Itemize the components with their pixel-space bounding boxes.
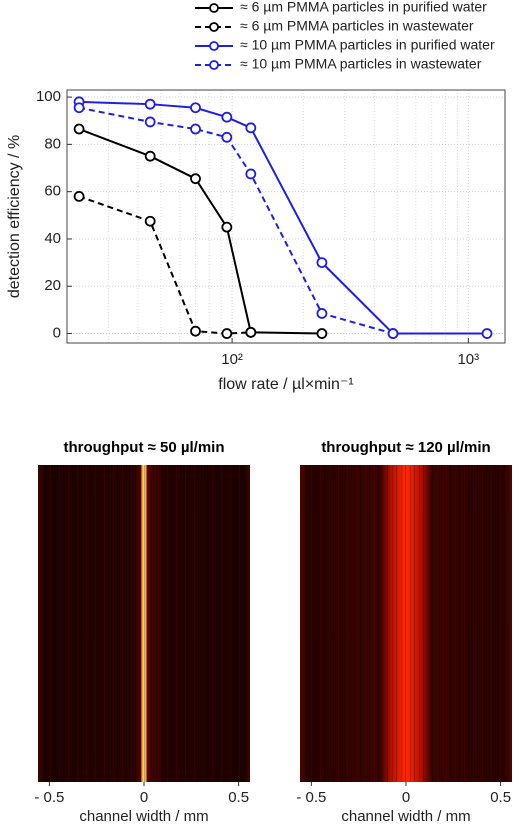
data-point (73, 191, 85, 202)
data-point (190, 123, 201, 135)
legend-label: ≈ 10 µm PMMA particles in purified water (240, 37, 495, 53)
y-tick-label: 60 (44, 183, 61, 200)
series-line (78, 128, 322, 335)
data-point (190, 102, 201, 114)
data-point (316, 328, 328, 339)
data-point (73, 102, 85, 114)
legend-marker (209, 60, 219, 70)
x-tick-label: - 0.5 (34, 789, 64, 806)
legend-label: ≈ 6 µm PMMA particles in purified water (240, 0, 487, 15)
legend-marker (209, 22, 219, 32)
panel-title: throughput ≈ 50 µl/min (63, 439, 224, 456)
y-tick-label: 40 (44, 230, 61, 247)
data-point (316, 257, 328, 269)
x-tick-label: - 0.5 (296, 789, 326, 806)
x-tick-label: 0 (402, 789, 410, 806)
x-tick-label: 0 (140, 789, 148, 806)
data-point (221, 131, 233, 143)
x-tick-label: 10³ (457, 351, 479, 368)
legend-marker (209, 3, 219, 13)
data-point (245, 168, 257, 180)
x-tick-label: 0.5 (490, 789, 511, 806)
legend-marker (209, 41, 219, 51)
data-point (387, 328, 399, 339)
data-point (144, 150, 156, 162)
data-point (144, 116, 156, 128)
y-tick-label: 80 (44, 135, 61, 152)
data-point (190, 173, 201, 185)
plot-area (67, 90, 505, 343)
series-line (79, 100, 488, 335)
data-point (316, 308, 328, 319)
data-point (190, 325, 201, 337)
data-point (481, 328, 493, 339)
data-point (144, 215, 156, 227)
x-axis-label: channel width / mm (341, 808, 470, 825)
data-point (73, 123, 85, 135)
data-point (221, 111, 233, 123)
panel-title: throughput ≈ 120 µl/min (321, 439, 490, 456)
y-tick-label: 100 (36, 88, 61, 105)
y-tick-label: 0 (53, 325, 61, 342)
legend-label: ≈ 6 µm PMMA particles in wastewater (240, 18, 474, 34)
data-point (221, 328, 233, 339)
heatmap-texture (300, 465, 512, 782)
data-point (245, 326, 257, 338)
legend-label: ≈ 10 µm PMMA particles in wastewater (240, 56, 482, 72)
x-tick-label: 0.5 (228, 789, 249, 806)
data-point (245, 122, 257, 134)
data-point (144, 98, 156, 110)
heatmap-texture (38, 465, 250, 782)
x-axis-label: channel width / mm (79, 808, 208, 825)
y-axis-label: detection efficiency / % (6, 135, 23, 298)
x-tick-label: 10² (221, 351, 243, 368)
x-axis-label: flow rate / µl×min⁻¹ (218, 376, 353, 393)
data-point (221, 221, 233, 233)
y-tick-label: 20 (44, 277, 61, 294)
plot-frame (66, 89, 506, 344)
